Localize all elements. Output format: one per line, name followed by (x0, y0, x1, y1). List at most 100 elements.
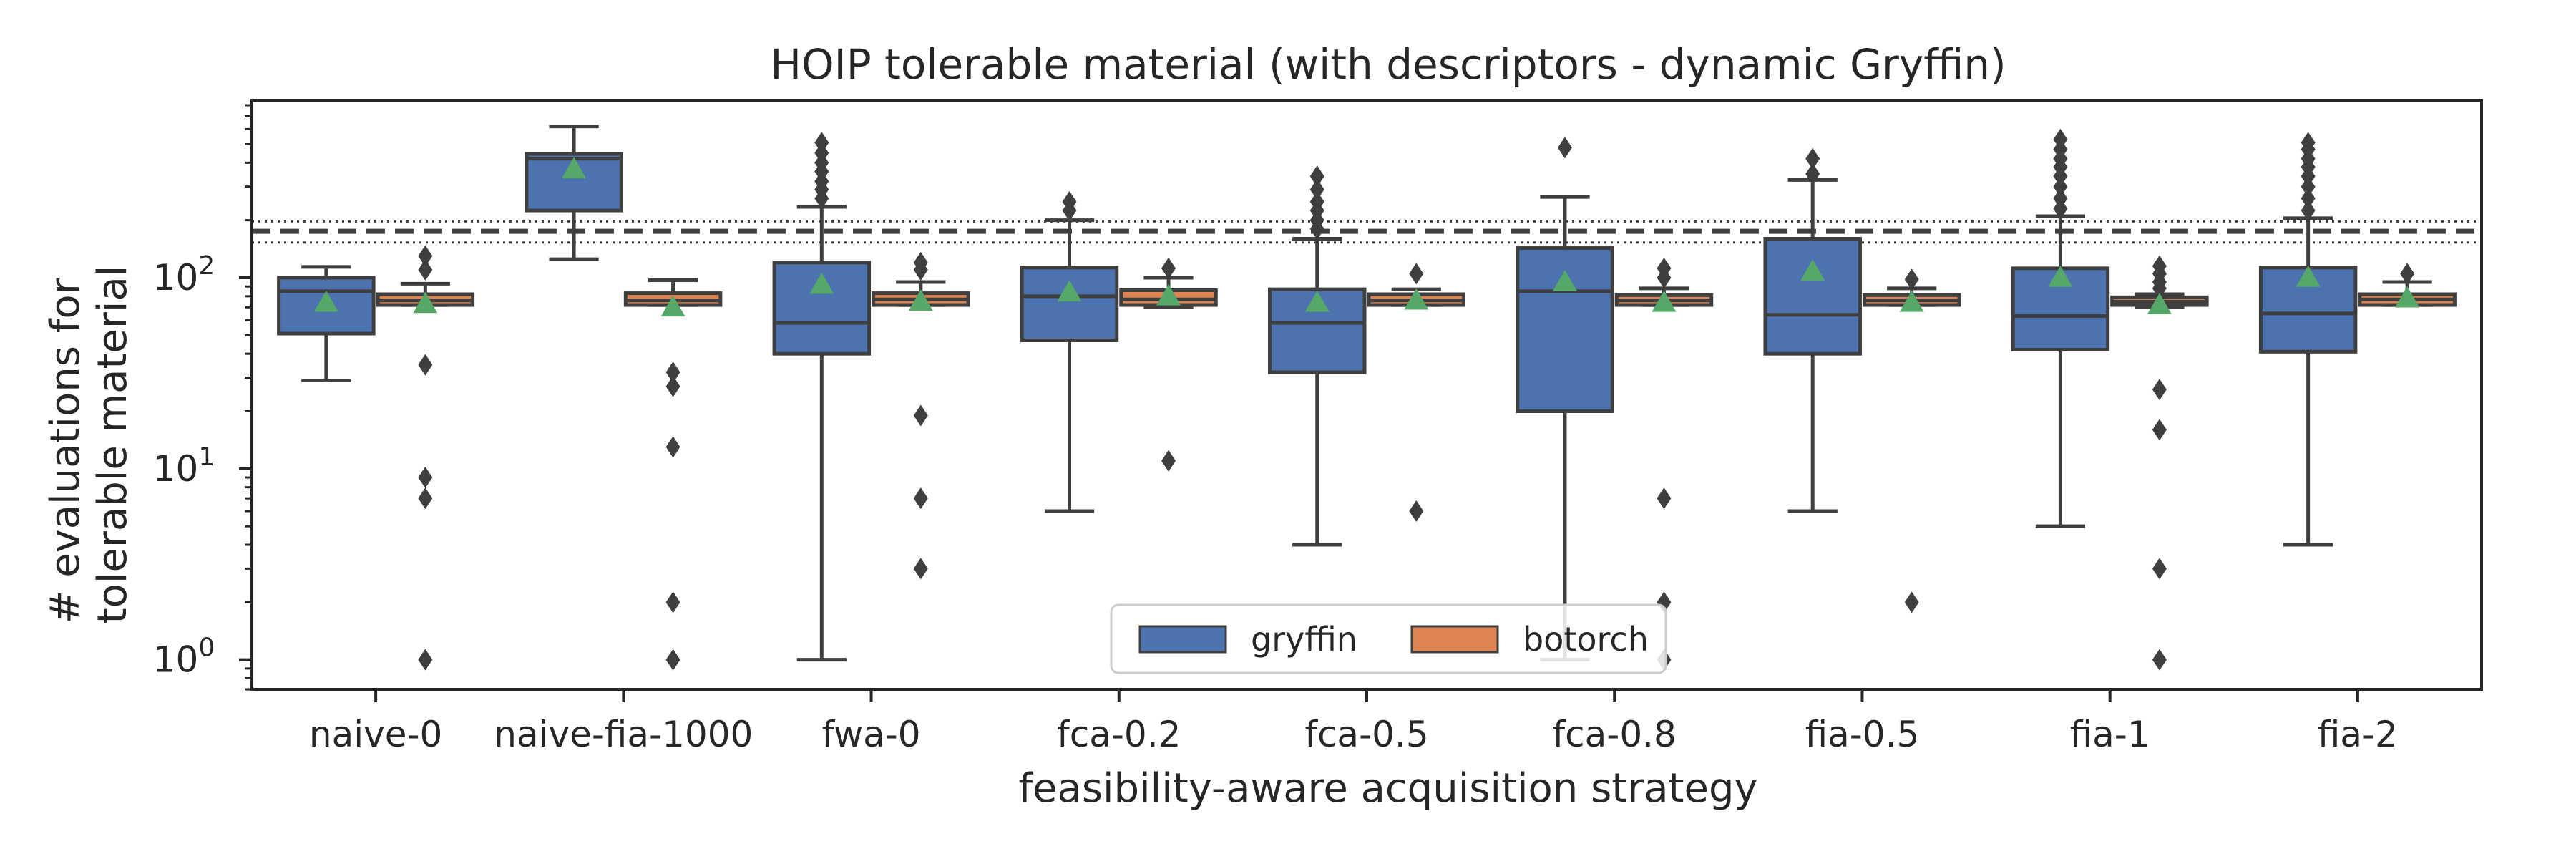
y-tick-base: 10 (153, 257, 199, 299)
y-tick-base: 10 (153, 448, 199, 490)
outlier-point (1161, 257, 1176, 279)
y-tick-exponent: 2 (198, 251, 215, 281)
outlier-point (418, 258, 433, 281)
outlier-point (2301, 200, 2316, 222)
mean-marker (2048, 266, 2073, 287)
botorch-box-fia-1 (2110, 255, 2209, 671)
outlier-point (665, 375, 680, 397)
x-tick-label: fca-0.8 (1553, 714, 1677, 755)
outlier-point (1657, 487, 1672, 510)
y-axis-label-line-1: # evaluations for (42, 277, 89, 623)
outlier-point (1409, 263, 1424, 285)
botorch-box-fca-0.2 (1119, 257, 1218, 472)
outlier-point (913, 487, 928, 510)
x-tick-label: fia-1 (2070, 714, 2150, 755)
y-tick-exponent: 1 (198, 442, 215, 472)
x-axis-label: feasibility-aware acquisition strategy (1018, 765, 1757, 812)
outlier-point (2053, 188, 2068, 210)
outlier-point (2301, 188, 2316, 210)
botorch-box-fwa-0 (872, 251, 970, 580)
outlier-point (1904, 268, 1919, 291)
mean-marker (809, 272, 834, 294)
outlier-point (913, 251, 928, 273)
box (1763, 237, 1862, 356)
gryffin-box-fia-0.5 (1763, 147, 1862, 513)
y-tick-label: 101 (153, 442, 215, 490)
outlier-point (418, 487, 433, 510)
legend: gryffin botorch (1110, 603, 1667, 674)
gryffin-box-naive-0 (277, 265, 376, 382)
x-tick-label: fca-0.2 (1057, 714, 1181, 755)
outlier-point (418, 354, 433, 376)
legend-swatch-gryffin (1138, 625, 1227, 654)
mean-marker (1552, 269, 1577, 291)
mean-marker (2147, 293, 2172, 314)
outlier-point (2053, 128, 2068, 150)
outlier-point (1409, 500, 1424, 523)
outlier-point (2301, 132, 2316, 154)
outlier-point (2400, 263, 2415, 285)
x-tick-label: fwa-0 (821, 714, 920, 755)
botorch-box-naive-0 (376, 245, 475, 671)
outlier-point (665, 436, 680, 458)
y-tick-label: 102 (153, 251, 215, 299)
outlier-point (913, 404, 928, 427)
y-tick-exponent: 0 (198, 634, 215, 663)
gryffin-box-naive-fia-1000 (525, 125, 623, 261)
legend-swatch-botorch (1410, 625, 1499, 654)
outlier-point (2152, 558, 2167, 580)
gryffin-box-fia-1 (2011, 128, 2110, 528)
mean-marker (1156, 283, 1181, 306)
mean-marker (1404, 288, 1429, 310)
y-axis-label-line-2: tolerable material (89, 266, 136, 624)
outlier-point (1161, 450, 1176, 472)
mean-marker (562, 157, 587, 179)
x-tick-label: fia-0.5 (1805, 714, 1920, 755)
mean-marker (1800, 259, 1825, 281)
x-tick-label: naive-fia-1000 (494, 714, 753, 755)
botorch-box-fca-0.5 (1367, 263, 1465, 523)
x-tick-label: naive-0 (309, 714, 442, 755)
mean-marker (908, 289, 933, 311)
legend-label-gryffin: gryffin (1251, 620, 1357, 659)
outlier-point (665, 591, 680, 613)
y-tick-label: 100 (153, 634, 215, 681)
outlier-point (2152, 419, 2167, 441)
outlier-point (2152, 649, 2167, 671)
y-axis-label: # evaluations for tolerable material (42, 265, 136, 623)
outlier-point (1309, 190, 1324, 213)
outlier-point (665, 649, 680, 671)
outlier-point (1557, 137, 1572, 159)
botorch-box-fia-2 (2358, 263, 2457, 308)
x-tick-label: fca-0.5 (1304, 714, 1428, 755)
outlier-point (1805, 162, 1820, 185)
outlier-point (418, 467, 433, 489)
outlier-point (1062, 190, 1077, 213)
outlier-point (1657, 257, 1672, 279)
mean-marker (2395, 286, 2420, 308)
mean-marker (413, 291, 438, 314)
mean-marker (1652, 290, 1677, 312)
mean-marker (1057, 280, 1082, 301)
x-tick-label: fia-2 (2318, 714, 2398, 755)
box (1020, 266, 1119, 342)
outlier-point (2152, 379, 2167, 401)
legend-label-botorch: botorch (1523, 620, 1649, 659)
mean-marker (1899, 290, 1924, 312)
outlier-point (913, 558, 928, 580)
outlier-point (418, 649, 433, 671)
mean-marker (1304, 290, 1330, 312)
outlier-point (2152, 255, 2167, 277)
mean-marker (660, 295, 686, 317)
mean-marker (313, 290, 338, 312)
y-tick-base: 10 (153, 639, 199, 681)
outlier-point (665, 361, 680, 384)
gryffin-box-fca-0.5 (1268, 165, 1367, 547)
gryffin-box-fia-2 (2258, 132, 2358, 547)
gryffin-box-fca-0.8 (1516, 137, 1614, 662)
outlier-point (1904, 591, 1919, 613)
outlier-point (814, 132, 829, 154)
gryffin-box-fwa-0 (772, 132, 872, 662)
